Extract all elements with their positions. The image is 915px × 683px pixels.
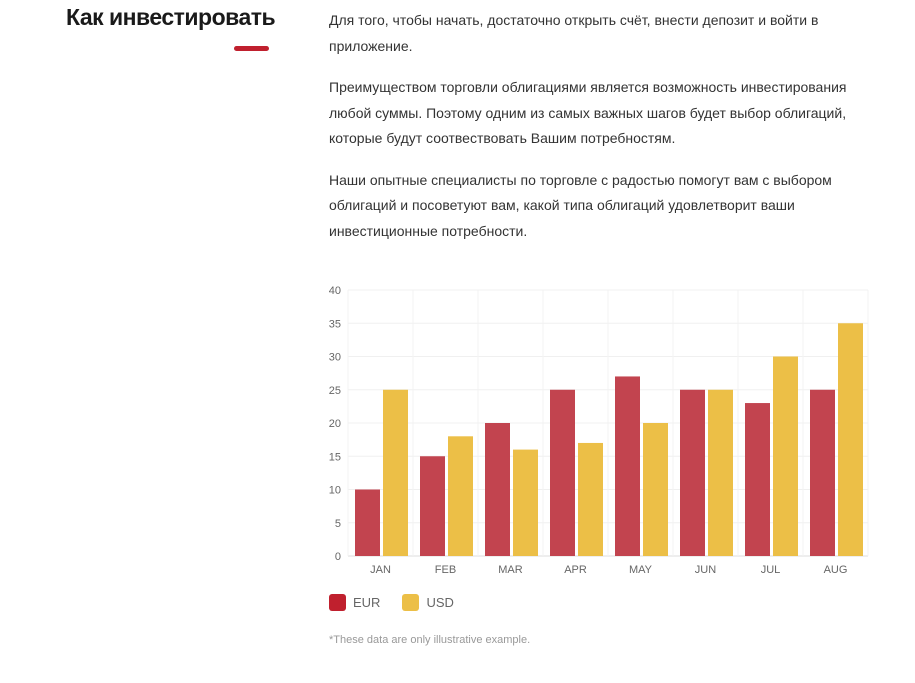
y-tick-label: 25 [329,385,341,397]
bar-eur [680,389,705,556]
bar-eur [615,376,640,556]
paragraph: Наши опытные специалисты по торговле с р… [329,171,832,239]
bar-eur [550,389,575,556]
bar-usd [513,449,538,556]
x-tick-label: JUN [695,564,716,576]
legend-item-eur[interactable]: EUR [329,594,380,611]
x-tick-label: JAN [370,564,391,576]
y-tick-label: 0 [335,551,341,563]
x-tick-label: JUL [761,564,781,576]
bar-usd [383,389,408,556]
paragraph: Для того, чтобы начать, достаточно откры… [329,12,819,54]
y-tick-label: 20 [329,418,341,430]
legend-swatch-eur [329,594,346,611]
y-tick-label: 40 [329,285,341,297]
paragraph: Преимуществом торговли облигациями являе… [329,79,847,146]
bar-usd [773,356,798,556]
bar-usd [578,442,603,556]
bar-usd [708,389,733,556]
chart-note: *These data are only illustrative exampl… [329,634,531,646]
y-tick-label: 5 [335,518,341,530]
bar-usd [838,323,863,556]
legend-swatch-usd [402,594,420,611]
y-tick-label: 30 [329,352,341,364]
bar-usd [643,423,668,556]
bar-usd [448,436,473,556]
section-heading: Как инвестировать [66,4,276,30]
intro-text: Для того, чтобы начать, достаточно откры… [329,8,874,260]
bar-eur [745,403,770,556]
y-tick-label: 10 [329,485,341,497]
bar-eur [355,489,380,556]
y-tick-label: 15 [329,451,341,463]
bar-eur [485,423,510,556]
x-tick-label: APR [564,564,587,576]
legend-label: EUR [353,595,381,610]
x-tick-label: AUG [824,564,848,576]
x-tick-label: FEB [435,564,456,576]
bar-eur [420,456,445,556]
x-tick-label: MAR [498,564,523,576]
chart-legend: EUR USD [329,594,454,611]
legend-label: USD [426,595,454,610]
legend-item-usd[interactable]: USD [402,594,454,611]
x-tick-label: MAY [629,564,653,576]
y-tick-label: 35 [329,318,341,330]
bar-eur [810,389,835,556]
heading-underline [234,46,269,51]
